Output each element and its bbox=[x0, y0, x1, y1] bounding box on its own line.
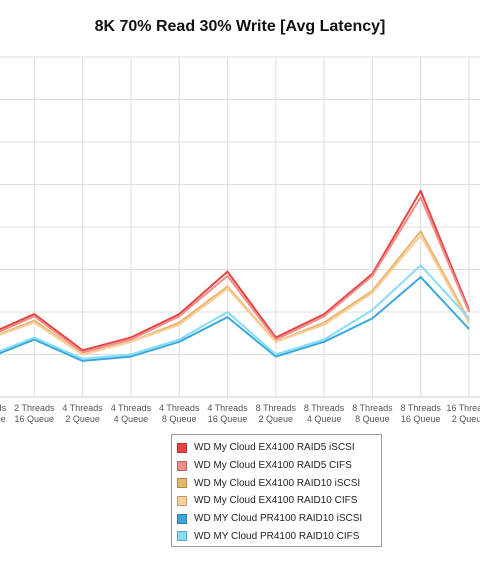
legend-item-1[interactable]: WD My Cloud EX4100 RAID5 iSCSI bbox=[177, 439, 381, 457]
legend-swatch bbox=[177, 495, 187, 506]
x-tick-label: 4 Threads 2 Queue bbox=[62, 403, 103, 424]
legend-label: WD MY Cloud PR4100 RAID10 iSCSI bbox=[194, 513, 363, 525]
legend-item-2[interactable]: WD My Cloud EX4100 RAID5 CIFS bbox=[177, 457, 381, 475]
legend-item-3[interactable]: WD My Cloud EX4100 RAID10 iSCSI bbox=[177, 474, 381, 492]
series-line-3 bbox=[0, 230, 470, 356]
series-line-6 bbox=[0, 264, 470, 360]
legend-label: WD My Cloud EX4100 RAID10 iSCSI bbox=[194, 477, 361, 489]
legend: WD My Cloud EX4100 RAID5 iSCSI WD My Clou… bbox=[171, 434, 382, 547]
legend-item-6[interactable]: WD MY Cloud PR4100 RAID10 CIFS bbox=[177, 527, 381, 545]
legend-item-4[interactable]: WD My Cloud EX4100 RAID10 CIFS bbox=[177, 492, 381, 510]
series-line-2 bbox=[0, 196, 470, 354]
series-line-1 bbox=[0, 189, 470, 352]
legend-swatch bbox=[177, 442, 187, 453]
chart-title: 8K 70% Read 30% Write [Avg Latency] bbox=[94, 18, 386, 35]
legend-label: WD My Cloud EX4100 RAID5 iSCSI bbox=[194, 442, 355, 454]
legend-swatch bbox=[177, 531, 187, 542]
legend-label: WD My Cloud EX4100 RAID5 CIFS bbox=[194, 460, 352, 472]
legend-swatch bbox=[177, 478, 187, 489]
x-tick-label: 8 Threads 8 Queue bbox=[352, 403, 393, 424]
x-tick-label: 4 Threads 4 Queue bbox=[111, 403, 152, 424]
x-tick-label: 2 Threads 16 Queue bbox=[14, 403, 55, 424]
x-tick-label: 4 Threads 16 Queue bbox=[207, 403, 248, 424]
legend-label: WD My Cloud EX4100 RAID10 CIFS bbox=[194, 495, 358, 507]
legend-swatch bbox=[177, 513, 187, 524]
series-line-4 bbox=[0, 234, 470, 356]
series-lines bbox=[0, 189, 470, 362]
legend-label: WD MY Cloud PR4100 RAID10 CIFS bbox=[194, 530, 360, 542]
x-tick-label: 8 Threads 4 Queue bbox=[304, 403, 345, 424]
x-tick-label: 8 Threads 16 Queue bbox=[401, 403, 442, 424]
x-tick-label: 4 Threads 8 Queue bbox=[159, 403, 200, 424]
legend-item-5[interactable]: WD MY Cloud PR4100 RAID10 iSCSI bbox=[177, 510, 381, 528]
x-tick-label: 8 Threads 2 Queue bbox=[256, 403, 297, 424]
legend-swatch bbox=[177, 460, 187, 471]
series-line-5 bbox=[0, 276, 470, 362]
